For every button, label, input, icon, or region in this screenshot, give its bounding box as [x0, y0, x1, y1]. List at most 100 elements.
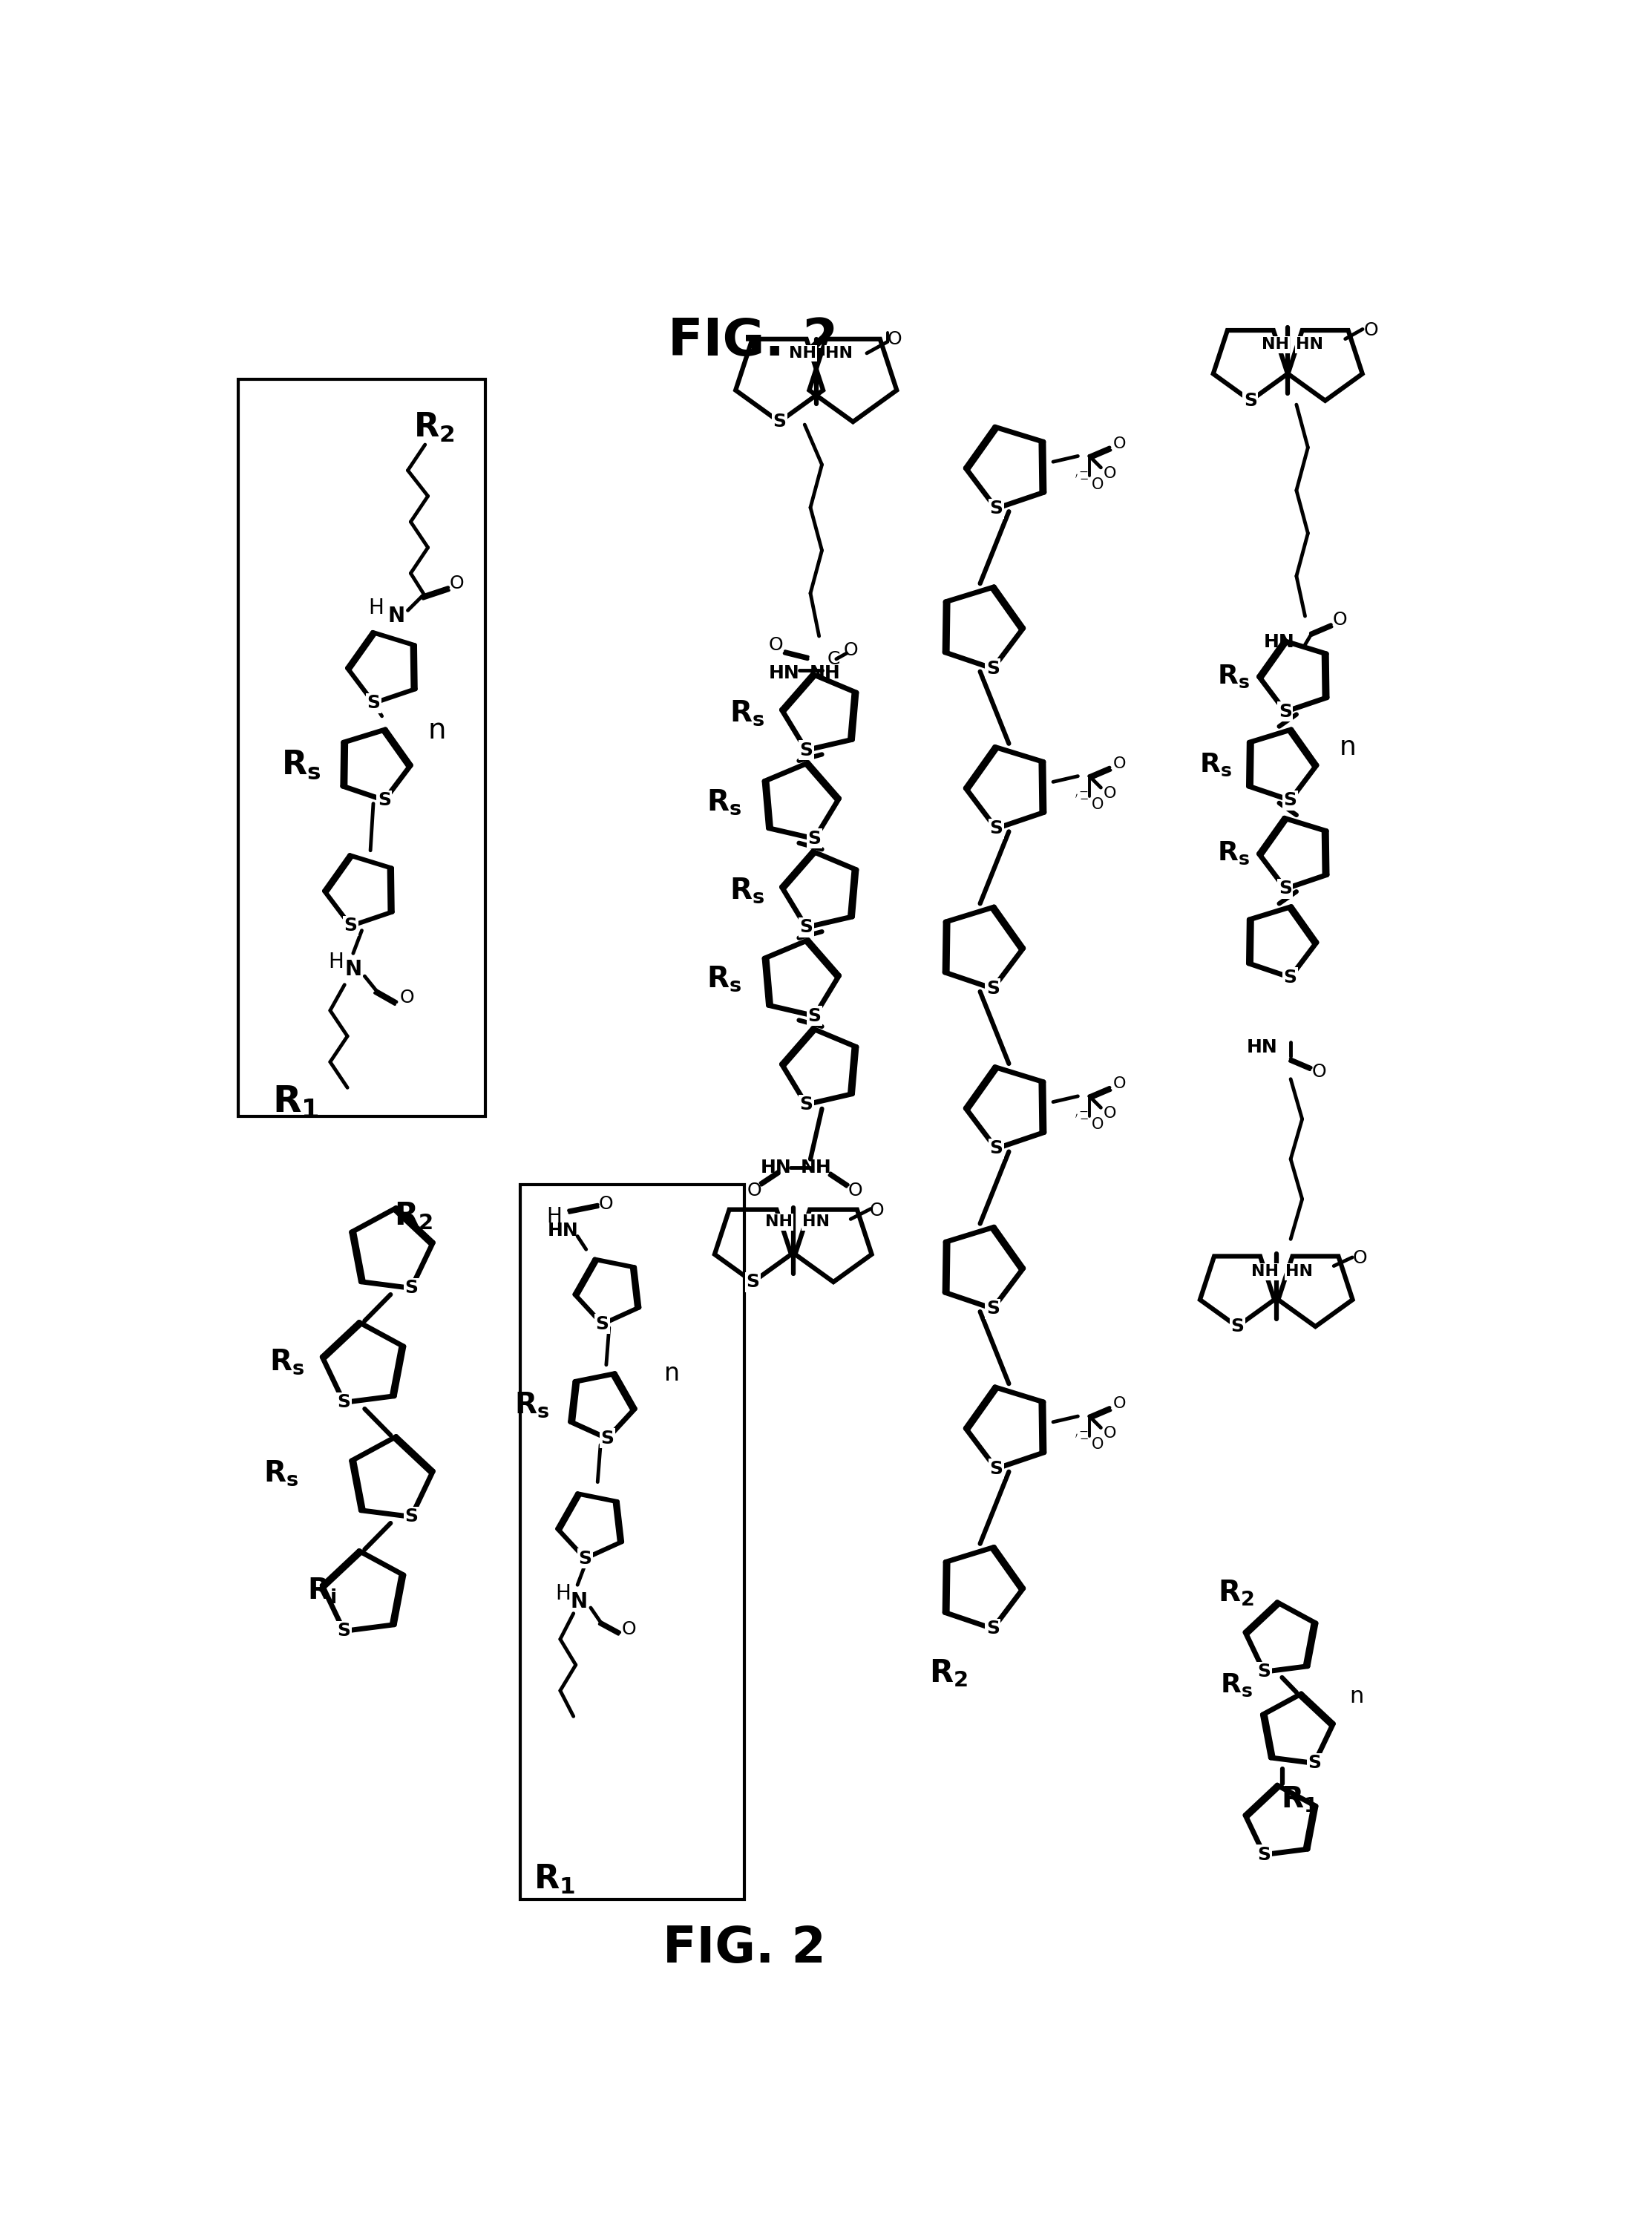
Text: N: N — [345, 958, 362, 981]
Text: $\mathbf{R_s}$: $\mathbf{R_s}$ — [269, 1349, 304, 1375]
Text: n: n — [1350, 1685, 1365, 1707]
Text: O: O — [887, 330, 902, 348]
Text: O: O — [844, 642, 857, 660]
Text: S: S — [773, 412, 786, 430]
Text: S: S — [337, 1623, 350, 1641]
Text: $\mathbf{R_1}$: $\mathbf{R_1}$ — [273, 1083, 319, 1119]
Text: H: H — [329, 952, 344, 972]
Text: S: S — [344, 916, 357, 934]
Text: $\mathbf{R_s}$: $\mathbf{R_s}$ — [730, 700, 765, 727]
Text: S: S — [1257, 1846, 1270, 1863]
Text: S: S — [990, 820, 1003, 838]
Text: NH: NH — [1262, 337, 1289, 352]
Text: S: S — [986, 660, 999, 678]
Text: S: S — [800, 742, 813, 760]
Text: S: S — [990, 1460, 1003, 1478]
Text: O: O — [768, 635, 783, 653]
Text: S: S — [808, 1008, 821, 1025]
Text: HN: HN — [1285, 1264, 1313, 1279]
Text: N: N — [388, 606, 405, 626]
Text: S: S — [990, 1139, 1003, 1157]
Text: $\mathbf{R_i}$: $\mathbf{R_i}$ — [307, 1576, 335, 1605]
Text: S: S — [405, 1507, 418, 1525]
Text: $\mathbf{R_2}$: $\mathbf{R_2}$ — [413, 410, 454, 444]
Text: $\mathbf{R_s}$: $\mathbf{R_s}$ — [730, 876, 765, 905]
Text: NH: NH — [801, 1159, 831, 1177]
Text: S: S — [1284, 967, 1297, 985]
Text: $\mathbf{R_2}$: $\mathbf{R_2}$ — [928, 1658, 968, 1690]
Text: FIG. 2: FIG. 2 — [662, 1924, 826, 1973]
Text: $\mathbf{R_s}$: $\mathbf{R_s}$ — [264, 1460, 299, 1487]
Text: H: H — [368, 597, 383, 617]
Text: $^{-}$: $^{-}$ — [1079, 789, 1089, 805]
Text: $\mathbf{R_1}$: $\mathbf{R_1}$ — [1280, 1785, 1318, 1814]
Text: S: S — [578, 1549, 591, 1567]
Text: S: S — [1244, 392, 1257, 410]
Text: HN: HN — [1295, 337, 1323, 352]
Text: HN: HN — [547, 1221, 578, 1239]
Text: O: O — [1104, 787, 1117, 800]
Text: S: S — [378, 791, 392, 809]
Text: C: C — [828, 651, 839, 669]
Text: O: O — [1332, 611, 1346, 629]
Text: O: O — [1113, 756, 1125, 771]
Text: O: O — [847, 1181, 862, 1199]
Text: S: S — [747, 1273, 760, 1291]
Text: H: H — [547, 1206, 562, 1226]
Text: $\mathbf{R_s}$: $\mathbf{R_s}$ — [281, 749, 322, 780]
Text: $^{'-}$O: $^{'-}$O — [1075, 1114, 1104, 1132]
Text: S: S — [1284, 791, 1297, 809]
Text: $^{'-}$O: $^{'-}$O — [1075, 1435, 1104, 1453]
Bar — [238, 379, 486, 1117]
Text: HN: HN — [770, 664, 800, 682]
Text: n: n — [1340, 736, 1356, 760]
Text: NH: NH — [788, 345, 816, 361]
Text: O: O — [1104, 1427, 1117, 1440]
Text: $\mathbf{R_s}$: $\mathbf{R_s}$ — [707, 787, 742, 816]
Text: S: S — [367, 693, 380, 711]
Text: HN: HN — [760, 1159, 791, 1177]
Text: S: S — [1308, 1754, 1322, 1772]
Text: O: O — [1365, 321, 1378, 339]
Text: O: O — [1113, 1077, 1125, 1090]
Text: O: O — [400, 990, 415, 1008]
Text: NH: NH — [765, 1215, 793, 1230]
Text: $\mathbf{R_1}$: $\mathbf{R_1}$ — [534, 1863, 575, 1895]
Text: O: O — [621, 1620, 636, 1638]
Text: NH: NH — [809, 664, 841, 682]
Text: S: S — [800, 1097, 813, 1114]
Text: $^{-}$: $^{-}$ — [1079, 468, 1089, 484]
Text: S: S — [808, 829, 821, 847]
Text: S: S — [986, 1620, 999, 1638]
Text: O: O — [869, 1201, 884, 1219]
Text: O: O — [1353, 1248, 1366, 1266]
Text: $^{-}$: $^{-}$ — [1079, 1108, 1089, 1123]
Text: HN: HN — [826, 345, 852, 361]
Text: O: O — [449, 575, 464, 593]
Text: O: O — [1113, 1395, 1125, 1411]
Text: S: S — [986, 1300, 999, 1317]
Text: S: S — [596, 1315, 610, 1333]
Text: $\mathbf{R_s}$: $\mathbf{R_s}$ — [514, 1391, 548, 1420]
Text: $\mathbf{R_s}$: $\mathbf{R_s}$ — [707, 965, 742, 994]
Text: S: S — [800, 918, 813, 936]
Text: O: O — [747, 1181, 762, 1199]
Text: HN: HN — [803, 1215, 829, 1230]
Text: $\mathbf{R_2}$: $\mathbf{R_2}$ — [1218, 1578, 1254, 1607]
Text: $\mathbf{R_s}$: $\mathbf{R_s}$ — [1219, 1672, 1252, 1698]
Text: O: O — [1104, 1106, 1117, 1121]
Text: S: S — [1279, 880, 1292, 898]
Text: H: H — [555, 1583, 572, 1605]
Text: $^{-}$: $^{-}$ — [1079, 1429, 1089, 1444]
Text: n: n — [428, 716, 446, 744]
Text: O: O — [1104, 466, 1117, 481]
Text: FIG. 2: FIG. 2 — [667, 317, 838, 366]
Text: HN: HN — [1264, 633, 1295, 651]
Text: S: S — [986, 981, 999, 996]
Text: S: S — [1279, 702, 1292, 720]
Text: O: O — [1113, 437, 1125, 450]
Text: $^{'-}$O: $^{'-}$O — [1075, 794, 1104, 814]
Text: N: N — [570, 1592, 588, 1612]
Text: NH: NH — [1251, 1264, 1279, 1279]
Bar — [520, 1186, 745, 1899]
